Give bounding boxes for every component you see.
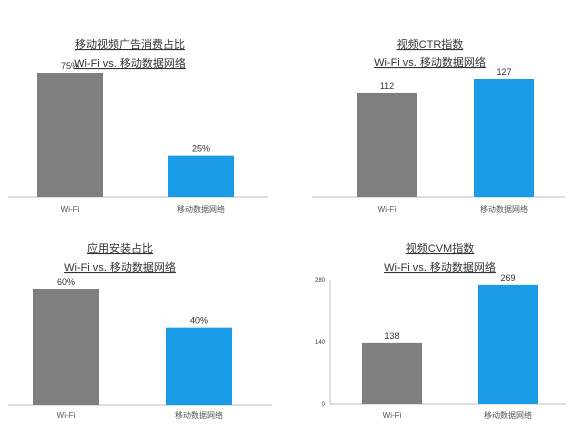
chart-subtitle: Wi-Fi vs. 移动数据网络: [74, 56, 186, 70]
chart-subtitle: Wi-Fi vs. 移动数据网络: [374, 55, 486, 69]
data-label: 127: [496, 67, 511, 77]
data-label: 138: [384, 331, 399, 341]
bar-wifi: [357, 92, 417, 197]
bar-mobile: [168, 155, 234, 197]
bar-wifi: [362, 342, 422, 404]
bar-mobile: [166, 327, 232, 405]
bar-mobile: [478, 284, 538, 404]
x-tick-label: Wi-Fi: [61, 205, 80, 214]
chart-title: 视频CVM指数: [406, 241, 474, 255]
chart-title: 应用安装占比: [87, 241, 153, 255]
bar-wifi: [33, 289, 99, 405]
chart-subtitle: Wi-Fi vs. 移动数据网络: [384, 260, 496, 274]
bar-mobile: [474, 79, 534, 197]
y-tick-label: 140: [315, 340, 326, 346]
chart-title: 视频CTR指数: [397, 37, 464, 51]
x-tick-label: Wi-Fi: [57, 411, 76, 420]
chart-title: 移动视频广告消费占比: [75, 37, 185, 51]
data-label: 75%: [61, 61, 79, 71]
y-tick-label: 280: [315, 278, 326, 284]
x-tick-label: Wi-Fi: [383, 411, 402, 420]
x-tick-label: 移动数据网络: [480, 204, 528, 214]
x-tick-label: 移动数据网络: [484, 410, 532, 420]
chart-subtitle: Wi-Fi vs. 移动数据网络: [64, 260, 176, 274]
y-tick-label: 0: [322, 402, 326, 408]
data-label: 40%: [190, 316, 208, 326]
data-label: 269: [500, 273, 515, 283]
x-tick-label: Wi-Fi: [378, 205, 397, 214]
data-label: 25%: [192, 144, 210, 154]
data-label: 60%: [57, 277, 75, 287]
bar-wifi: [37, 73, 103, 197]
data-label: 112: [380, 81, 394, 91]
x-tick-label: 移动数据网络: [177, 204, 225, 214]
x-tick-label: 移动数据网络: [175, 410, 223, 420]
